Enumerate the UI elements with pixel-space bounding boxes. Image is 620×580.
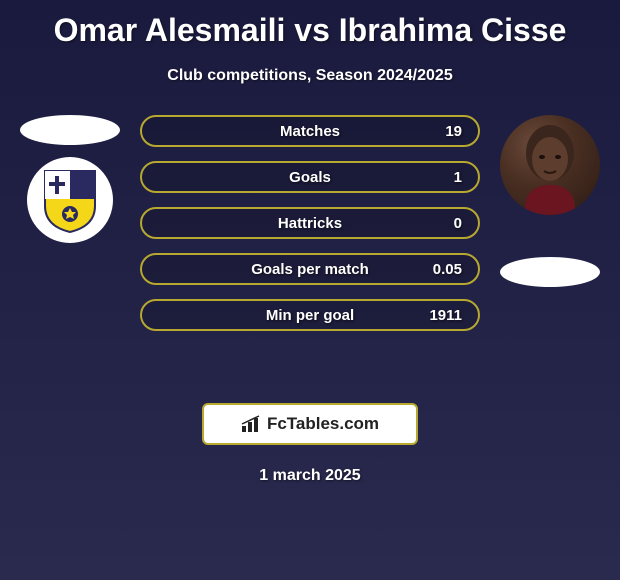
page-subtitle: Club competitions, Season 2024/2025 [0, 67, 620, 85]
stat-row-hattricks: Hattricks 0 [140, 207, 480, 239]
player-left-photo-placeholder [20, 115, 120, 145]
stat-label: Hattricks [278, 215, 342, 232]
stat-label: Goals per match [251, 261, 369, 278]
stat-label: Matches [280, 123, 340, 140]
comparison-area: Matches 19 Goals 1 Hattricks 0 Goals per… [0, 115, 620, 395]
stat-row-min-per-goal: Min per goal 1911 [140, 299, 480, 331]
stat-value: 1 [454, 169, 462, 186]
player-right-club-placeholder [500, 257, 600, 287]
stat-value: 19 [445, 123, 462, 140]
stat-label: Min per goal [266, 307, 354, 324]
brand-box[interactable]: FcTables.com [202, 403, 418, 445]
stats-column: Matches 19 Goals 1 Hattricks 0 Goals per… [140, 115, 480, 345]
stat-row-matches: Matches 19 [140, 115, 480, 147]
page-title: Omar Alesmaili vs Ibrahima Cisse [0, 0, 620, 49]
stat-row-goals-per-match: Goals per match 0.05 [140, 253, 480, 285]
brand-label: FcTables.com [241, 414, 379, 434]
stat-value: 0 [454, 215, 462, 232]
footer-date: 1 march 2025 [0, 467, 620, 485]
stat-value: 0.05 [433, 261, 462, 278]
player-left-column [10, 115, 130, 243]
player-left-club-badge [27, 157, 113, 243]
avatar-icon [500, 115, 600, 215]
stat-row-goals: Goals 1 [140, 161, 480, 193]
player-right-photo [500, 115, 600, 215]
stat-label: Goals [289, 169, 331, 186]
shield-icon [40, 166, 100, 234]
stat-value: 1911 [429, 307, 462, 324]
bars-icon [241, 415, 263, 433]
brand-text: FcTables.com [267, 414, 379, 434]
player-right-column [490, 115, 610, 287]
